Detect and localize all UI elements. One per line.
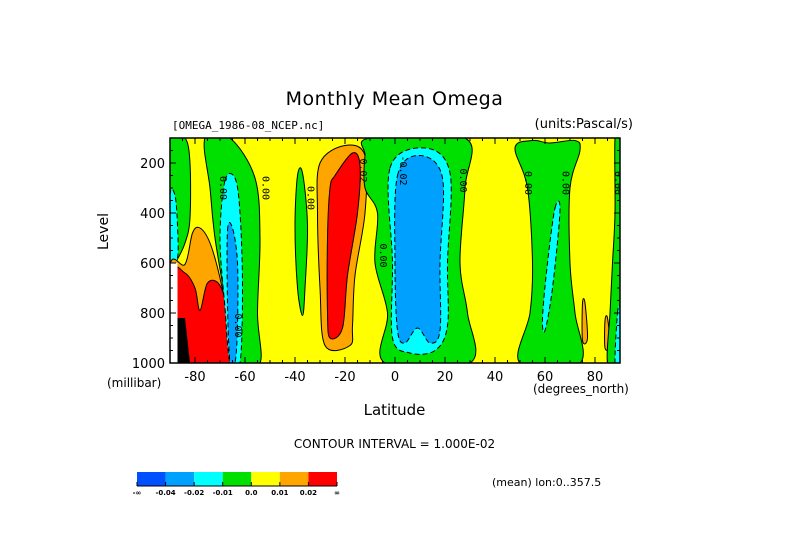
x-tick-label: 80 <box>587 370 604 385</box>
colorbar-tick-label: 0.0 <box>245 489 258 497</box>
y-tick-label: 400 <box>140 207 165 222</box>
contour-region-sh-black-missing <box>177 318 190 363</box>
colorbar-tick-label: -0.01 <box>213 489 233 497</box>
colorbar-swatch <box>279 472 309 486</box>
contour-label: -0.02 <box>397 155 408 185</box>
x-tick-label: 0 <box>391 370 399 385</box>
colorbar-tick-label: 0.01 <box>271 489 288 497</box>
colorbar-swatch <box>251 472 280 486</box>
contour-region-nh-cyan-60 <box>541 200 561 333</box>
units-label: (units:Pascal/s) <box>534 117 633 132</box>
y-tick-label: 200 <box>140 157 165 172</box>
colorbar-tick-label: -0.04 <box>155 489 175 497</box>
colorbar-swatch <box>137 472 166 486</box>
x-tick-label: 20 <box>437 370 454 385</box>
x-axis-unit: (degrees_north) <box>533 382 629 396</box>
x-tick-label: -40 <box>284 370 305 385</box>
plot-area: 0.00 0.00 0.00 0.02 0.00 -0.02 0.00 0.00 0.00 0.0… <box>170 138 623 363</box>
colorbar: -∞ -0.04 -0.02 -0.01 0.0 0.01 0.02 ∞ <box>133 472 340 497</box>
contour-label: 0.00 <box>560 171 571 195</box>
colorbar-tick-label: 0.02 <box>300 489 317 497</box>
y-tick-label: 1000 <box>132 357 165 372</box>
colorbar-swatch <box>308 472 337 486</box>
contour-region-eq-blue <box>394 154 445 344</box>
contour-label: 0.02 <box>357 158 368 182</box>
x-tick-label: -20 <box>334 370 355 385</box>
x-tick-label: -80 <box>184 370 205 385</box>
x-tick-label: 40 <box>487 370 504 385</box>
y-tick-label: 600 <box>140 257 165 272</box>
colorbar-tick-label: ∞ <box>334 489 340 497</box>
contour-region-sub-red <box>326 152 361 340</box>
chart-title: Monthly Mean Omega <box>285 88 504 110</box>
contour-region-sh-blue-60 <box>226 222 239 363</box>
x-tick-label: 60 <box>537 370 554 385</box>
colorbar-swatch <box>165 472 195 486</box>
colorbar-tick-label: -0.02 <box>184 489 204 497</box>
file-label: [OMEGA_1986-08_NCEP.nc] <box>172 119 325 132</box>
contour-region-nh-orange-75 <box>581 298 589 345</box>
contour-label: 0.00 <box>305 186 316 210</box>
colorbar-swatch <box>222 472 252 486</box>
contour-region-sh-polar-cyan <box>170 188 179 269</box>
contour-interval-text: CONTOUR INTERVAL = 1.000E-02 <box>293 437 496 451</box>
x-tick-label: -60 <box>234 370 255 385</box>
x-axis-label: Latitude <box>363 401 426 419</box>
contour-label: 0.00 <box>232 313 243 337</box>
contour-label: 0.00 <box>377 243 388 267</box>
y-tick-label: 800 <box>140 307 165 322</box>
y-axis-unit: (millibar) <box>107 376 162 390</box>
mean-lon-text: (mean) lon:0..357.5 <box>492 476 602 489</box>
colorbar-tick-label: -∞ <box>133 489 142 497</box>
contour-label: 0.00 <box>457 168 468 192</box>
contour-label: 0.00 <box>260 176 271 200</box>
contour-label: 0.00 <box>217 176 228 200</box>
contour-label: 0.00 <box>612 171 623 195</box>
contour-region-sh-green-40 <box>294 167 309 317</box>
contour-label: 0.00 <box>522 171 533 195</box>
axes: -80 -60 -40 -20 0 20 40 60 80 200 400 600 800 1000 <box>132 137 621 385</box>
colorbar-swatch <box>194 472 223 486</box>
